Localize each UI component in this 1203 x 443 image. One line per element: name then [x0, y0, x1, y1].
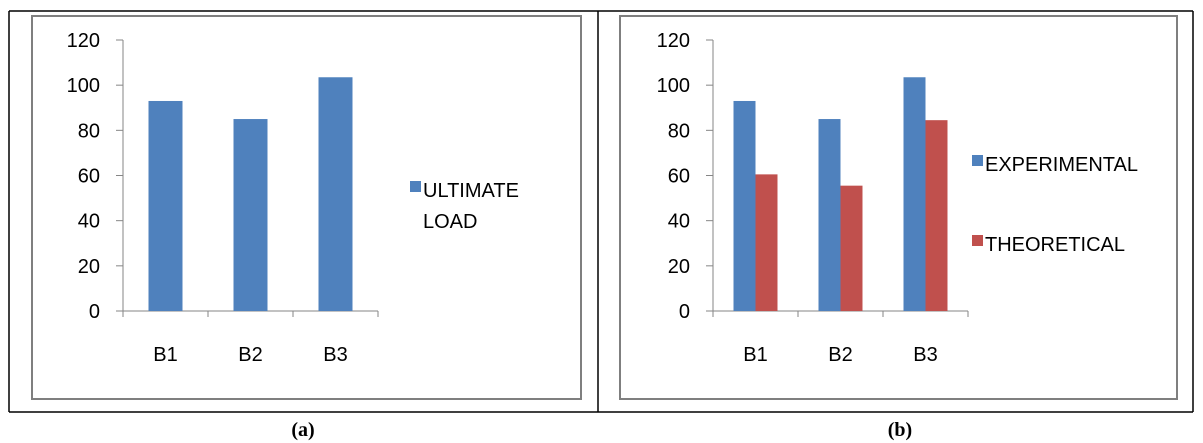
x-tick-label: B3 [323, 344, 347, 366]
x-tick-label: B1 [153, 344, 177, 366]
y-tick-label: 80 [78, 120, 100, 142]
x-tick-label: B2 [238, 344, 262, 366]
caption-b: (b) [888, 419, 912, 441]
bar-experimental-b3 [903, 77, 926, 311]
y-tick-label: 100 [657, 75, 690, 97]
legend-label: ULTIMATE [423, 180, 519, 202]
chart-b: 0 20 40 60 80 100 120 B1 B2 B3 EXPERIMENTAL THEORET… [657, 30, 1138, 366]
bar-ultimate-load-b2 [233, 119, 268, 312]
legend-label: THEORETICAL [985, 234, 1125, 256]
legend-swatch [972, 155, 983, 166]
bar-ultimate-load-b1 [148, 100, 183, 311]
y-tick-label: 80 [668, 120, 690, 142]
y-tick-label: 0 [89, 301, 100, 323]
bar-experimental-b2 [818, 119, 841, 312]
y-tick-label: 20 [668, 256, 690, 278]
legend-swatch [972, 235, 983, 246]
y-tick-label: 120 [67, 30, 100, 52]
y-tick-label: 60 [78, 166, 100, 188]
y-tick-label: 40 [668, 211, 690, 233]
chart-a: 0 20 40 60 80 100 120 B1 B2 B3 ULTIMATE LOAD [67, 30, 519, 366]
x-tick-label: B2 [828, 344, 852, 366]
y-tick-label: 60 [668, 166, 690, 188]
y-tick-label: 40 [78, 211, 100, 233]
legend-label: LOAD [423, 211, 477, 233]
legend-label: EXPERIMENTAL [985, 154, 1138, 176]
y-tick-label: 20 [78, 256, 100, 278]
bar-theoretical-b2 [840, 185, 863, 311]
y-tick-label: 100 [67, 75, 100, 97]
bar-experimental-b1 [733, 100, 756, 311]
legend-swatch [410, 181, 421, 192]
chart-a-frame [31, 15, 582, 400]
bar-theoretical-b1 [755, 174, 778, 311]
y-tick-label: 0 [679, 301, 690, 323]
x-tick-label: B1 [743, 344, 767, 366]
chart-b-frame [619, 15, 1178, 400]
bar-ultimate-load-b3 [318, 77, 353, 311]
x-tick-label: B3 [913, 344, 937, 366]
y-tick-label: 120 [657, 30, 690, 52]
caption-a: (a) [291, 419, 314, 441]
bar-theoretical-b3 [925, 120, 948, 311]
